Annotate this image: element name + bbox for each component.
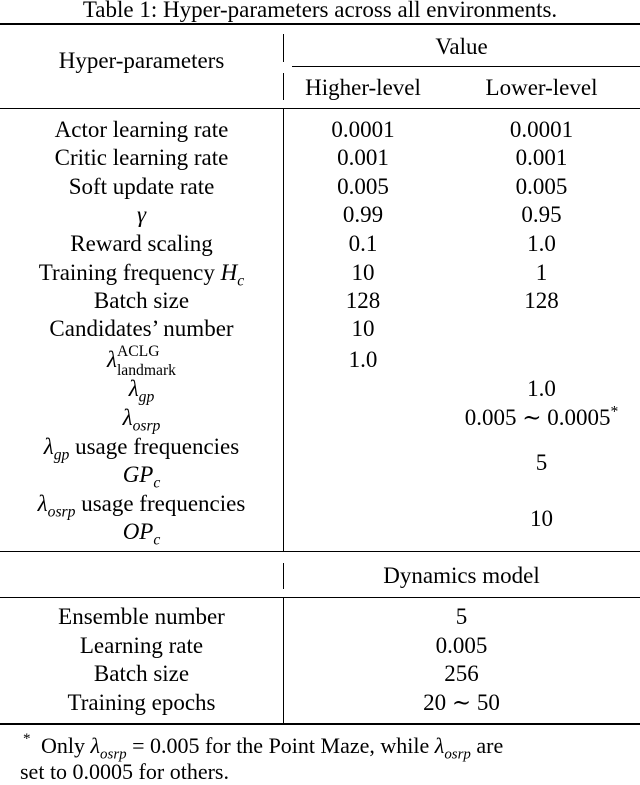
row-osrp-usage-line2-math: OP: [122, 519, 154, 544]
dyn-row-epochs-name: Training epochs: [67, 690, 216, 715]
footnote-m1-sub: osrp: [100, 746, 127, 763]
row-soft-update-lower: 0.005: [515, 174, 568, 199]
row-training-frequency-higher: 10: [351, 260, 375, 285]
table-caption: Table 1: Hyper-parameters across all env…: [82, 0, 558, 22]
footnote-t1: Only: [41, 733, 91, 758]
footnote-t3: are: [470, 733, 504, 758]
row-candidates-name: Candidates’ number: [49, 316, 234, 341]
row-gp-usage-name-line2: GPc: [0, 462, 283, 491]
row-lambda-landmark-sup: ACLG: [116, 343, 160, 360]
row-gamma-lower: 0.95: [521, 202, 562, 227]
row-lambda-gp-lower: 1.0: [527, 376, 556, 401]
row-batch-size-lower: 128: [524, 288, 559, 313]
row-gp-usage-math: λ: [43, 434, 54, 459]
dynamics-body-divider: [283, 598, 284, 723]
footnote-t2: for the Point Maze, while: [199, 733, 435, 758]
row-training-frequency-sub: c: [237, 272, 245, 290]
row-lambda-gp-sub: gp: [138, 388, 155, 406]
header-higher-level: Higher-level: [305, 75, 421, 100]
header-hyper-parameters: Hyper-parameters: [58, 48, 225, 73]
dynamics-header-rule: [0, 597, 640, 598]
bottom-rule: [0, 723, 640, 725]
row-gp-usage-text: usage frequencies: [69, 434, 240, 459]
row-osrp-usage-sub: osrp: [47, 503, 76, 521]
row-reward-scaling-higher: 0.1: [348, 231, 378, 256]
row-gp-usage-lower: 5: [535, 450, 548, 475]
row-actor-lr-higher: 0.0001: [331, 117, 395, 142]
footnote-m1-eq: = 0.005: [126, 733, 200, 758]
header-divider-bottom: [283, 73, 284, 100]
dyn-row-lr-name: Learning rate: [79, 633, 204, 658]
dyn-row-ensemble-name: Ensemble number: [58, 604, 225, 629]
row-lambda-landmark-name: λ ACLG landmark: [0, 343, 283, 379]
row-lambda-gp-math: λ: [128, 376, 139, 401]
mid-rule: [0, 551, 640, 552]
dynamics-header-divider: [283, 563, 284, 589]
row-training-frequency-text: Training frequency: [38, 260, 221, 285]
row-critic-lr-name: Critic learning rate: [54, 145, 229, 170]
row-actor-lr-lower: 0.0001: [509, 117, 574, 142]
row-lambda-gp-name: λgp: [0, 376, 283, 405]
row-batch-size-higher: 128: [345, 288, 381, 313]
row-lambda-osrp-math: λ: [122, 405, 133, 430]
row-gp-usage-line2-math: GP: [122, 462, 154, 487]
dyn-row-ensemble-value: 5: [455, 604, 468, 629]
header-value: Value: [435, 34, 488, 59]
row-gp-usage-name-line1: λgp usage frequencies: [0, 434, 283, 463]
row-osrp-usage-name-line2: OPc: [0, 519, 283, 548]
footnote-line1: Only λosrp = 0.005 for the Point Maze, w…: [41, 733, 504, 762]
row-batch-size-name: Batch size: [93, 288, 190, 313]
row-reward-scaling-name: Reward scaling: [70, 231, 213, 256]
row-gamma-higher: 0.99: [342, 202, 384, 227]
row-osrp-usage-math: λ: [37, 491, 48, 516]
header-bottom-rule: [0, 108, 640, 109]
row-lambda-osrp-lower: 0.005 ∼ 0.0005*: [443, 403, 640, 430]
row-actor-lr-name: Actor learning rate: [54, 117, 229, 142]
dynamics-model-header: Dynamics model: [383, 563, 540, 588]
footnote-m1: λ: [90, 733, 101, 758]
row-lambda-landmark-math: λ: [107, 346, 117, 372]
row-critic-lr-lower: 0.001: [515, 145, 568, 170]
row-lambda-osrp-lower-value: 0.005 ∼ 0.0005: [464, 405, 611, 430]
header-value-rule: [292, 66, 640, 67]
row-training-frequency-name: Training frequency Hc: [0, 260, 283, 289]
row-soft-update-higher: 0.005: [337, 174, 389, 199]
footnote-m2: λ: [434, 733, 445, 758]
row-lambda-osrp-lower-mark: *: [610, 403, 619, 421]
row-osrp-usage-lower: 10: [530, 506, 553, 531]
footnote-marker: *: [23, 732, 31, 747]
row-lambda-osrp-name: λosrp: [0, 405, 283, 434]
row-training-frequency-math: H: [220, 260, 238, 285]
body-divider: [283, 109, 284, 551]
dyn-row-lr-value: 0.005: [435, 633, 488, 658]
dyn-row-batch-value: 256: [444, 661, 479, 686]
row-gp-usage-sub: gp: [53, 446, 70, 464]
footnote-m2-sub: osrp: [444, 746, 471, 763]
header-lower-level: Lower-level: [485, 75, 598, 100]
row-candidates-higher: 10: [351, 316, 375, 341]
footnote-marker-text: *: [23, 731, 31, 747]
row-osrp-usage-line2-sub: c: [153, 531, 161, 549]
row-reward-scaling-lower: 1.0: [527, 231, 556, 256]
dyn-row-batch-name: Batch size: [93, 661, 190, 686]
row-gamma-name: γ: [136, 202, 147, 227]
row-training-frequency-lower: 1: [535, 260, 548, 285]
row-osrp-usage-name-line1: λosrp usage frequencies: [0, 491, 283, 520]
dyn-row-epochs-value: 20 ∼ 50: [423, 690, 500, 715]
header-divider-top: [283, 34, 284, 62]
row-critic-lr-higher: 0.001: [337, 145, 389, 170]
row-osrp-usage-text: usage frequencies: [75, 491, 246, 516]
row-soft-update-name: Soft update rate: [68, 174, 215, 199]
top-rule: [0, 23, 640, 25]
row-lambda-landmark-sub: landmark: [116, 361, 176, 379]
row-lambda-landmark-higher: 1.0: [348, 347, 378, 372]
row-gp-usage-line2-sub: c: [153, 474, 161, 492]
row-lambda-osrp-sub: osrp: [132, 417, 161, 435]
footnote-line2: set to 0.0005 for others.: [20, 759, 229, 784]
